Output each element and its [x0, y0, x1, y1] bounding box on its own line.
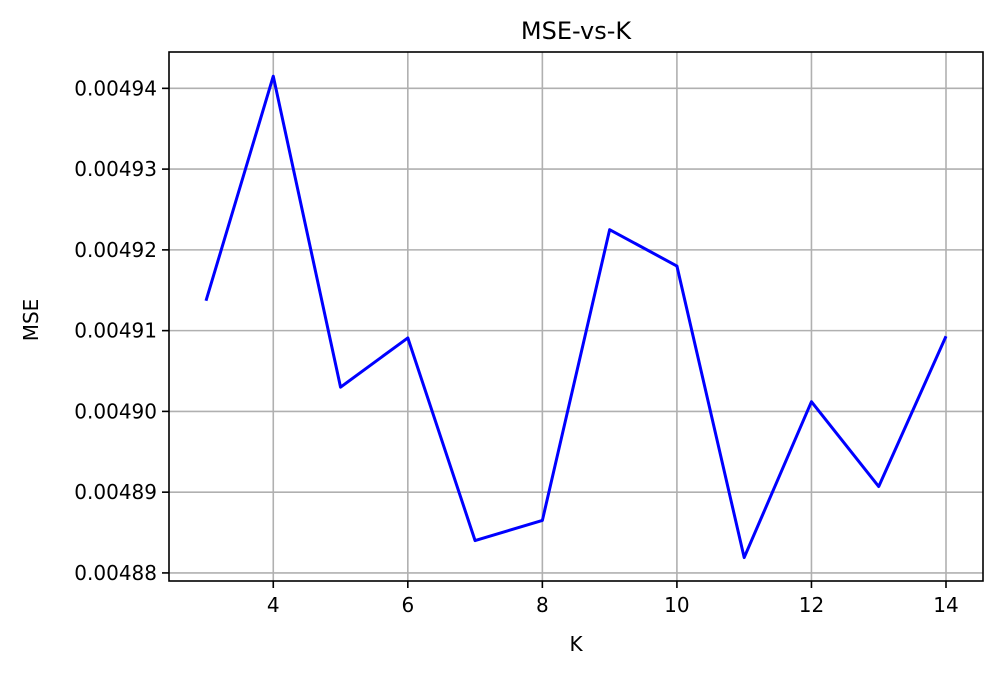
x-tick-label: 8	[536, 593, 549, 617]
y-tick-label: 0.00492	[74, 238, 157, 262]
series-line	[204, 74, 948, 560]
x-tick-label: 4	[267, 593, 280, 617]
plot-frame	[168, 51, 984, 582]
x-tick-label: 14	[933, 593, 958, 617]
chart-title: MSE-vs-K	[521, 17, 632, 45]
x-axis-label: K	[569, 632, 583, 656]
axes-layer	[168, 51, 984, 582]
y-tick-label: 0.00491	[74, 319, 157, 343]
series-layer	[204, 74, 948, 560]
y-tick-label: 0.00493	[74, 157, 157, 181]
y-tick-label: 0.00494	[74, 76, 157, 100]
x-tick-label: 10	[664, 593, 689, 617]
y-tick-label: 0.00489	[74, 480, 157, 504]
x-tick-label: 6	[401, 593, 414, 617]
ticks-layer: 4 6 8 10 12 14 0.00488 0.00489 0.00490 0.00491 0.0…	[74, 76, 958, 617]
y-axis-label: MSE	[19, 299, 43, 342]
x-tick-label: 12	[799, 593, 824, 617]
grid-layer	[169, 52, 983, 581]
y-tick-label: 0.00490	[74, 399, 157, 423]
y-tick-label: 0.00488	[74, 561, 157, 585]
